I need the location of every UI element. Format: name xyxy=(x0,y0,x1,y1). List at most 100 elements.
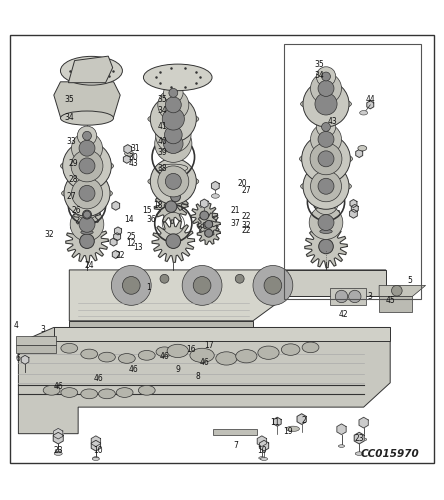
Circle shape xyxy=(71,132,103,164)
Text: 39: 39 xyxy=(157,148,167,157)
Polygon shape xyxy=(349,210,357,218)
Text: 20: 20 xyxy=(237,179,247,188)
Ellipse shape xyxy=(93,456,99,460)
Text: 10: 10 xyxy=(257,446,267,454)
Ellipse shape xyxy=(167,344,188,358)
Circle shape xyxy=(165,174,181,190)
Ellipse shape xyxy=(360,110,368,115)
Text: 30: 30 xyxy=(129,152,139,162)
Text: 7: 7 xyxy=(233,441,238,450)
Polygon shape xyxy=(66,220,108,262)
Ellipse shape xyxy=(143,64,212,90)
Ellipse shape xyxy=(54,452,62,456)
Ellipse shape xyxy=(358,146,367,151)
Circle shape xyxy=(310,171,341,202)
Text: 12: 12 xyxy=(127,239,136,248)
Text: 4: 4 xyxy=(14,320,19,330)
Ellipse shape xyxy=(236,350,257,363)
Text: 2: 2 xyxy=(301,416,306,425)
Polygon shape xyxy=(114,232,121,240)
Circle shape xyxy=(318,178,334,194)
Ellipse shape xyxy=(55,449,61,452)
Circle shape xyxy=(163,134,183,154)
Text: 46: 46 xyxy=(93,374,103,383)
Ellipse shape xyxy=(61,344,78,353)
Ellipse shape xyxy=(159,164,188,172)
Ellipse shape xyxy=(261,458,268,460)
Circle shape xyxy=(158,90,189,120)
Text: 11: 11 xyxy=(270,418,280,427)
Ellipse shape xyxy=(258,346,279,360)
Ellipse shape xyxy=(81,389,98,398)
Text: 9: 9 xyxy=(175,365,180,374)
Ellipse shape xyxy=(61,388,78,398)
Polygon shape xyxy=(200,199,208,208)
Text: 14: 14 xyxy=(124,214,134,224)
Text: 40: 40 xyxy=(157,137,167,146)
Text: 45: 45 xyxy=(385,296,395,306)
Polygon shape xyxy=(110,238,117,246)
Text: 24: 24 xyxy=(84,261,94,270)
Text: 46: 46 xyxy=(53,382,63,391)
Circle shape xyxy=(335,290,348,302)
Ellipse shape xyxy=(125,151,134,156)
Text: 23: 23 xyxy=(354,434,364,442)
Polygon shape xyxy=(152,220,194,262)
Circle shape xyxy=(165,97,181,113)
Circle shape xyxy=(321,208,330,217)
Circle shape xyxy=(63,142,111,190)
Ellipse shape xyxy=(99,389,115,398)
Circle shape xyxy=(200,211,209,220)
Polygon shape xyxy=(379,286,426,296)
Circle shape xyxy=(162,108,184,130)
Text: 34: 34 xyxy=(64,112,74,122)
Polygon shape xyxy=(54,428,63,439)
Circle shape xyxy=(319,239,333,254)
Polygon shape xyxy=(68,56,113,82)
Circle shape xyxy=(160,274,169,283)
Ellipse shape xyxy=(190,348,214,362)
Ellipse shape xyxy=(302,342,319,352)
Ellipse shape xyxy=(338,444,345,448)
Ellipse shape xyxy=(216,352,237,365)
Circle shape xyxy=(310,73,341,104)
Circle shape xyxy=(303,81,349,127)
Circle shape xyxy=(83,210,91,219)
Text: 10: 10 xyxy=(93,446,103,454)
Ellipse shape xyxy=(312,170,341,178)
Text: 8: 8 xyxy=(195,372,200,380)
Polygon shape xyxy=(330,288,366,306)
Text: 3: 3 xyxy=(40,325,45,334)
Polygon shape xyxy=(154,190,188,224)
Circle shape xyxy=(79,140,95,156)
Polygon shape xyxy=(53,432,63,444)
Text: 46: 46 xyxy=(159,352,169,360)
Circle shape xyxy=(151,96,196,142)
Circle shape xyxy=(155,125,192,162)
Polygon shape xyxy=(337,424,346,434)
Text: 27: 27 xyxy=(67,192,76,202)
Circle shape xyxy=(169,88,178,98)
Polygon shape xyxy=(112,202,119,210)
Polygon shape xyxy=(367,101,374,109)
Ellipse shape xyxy=(99,352,115,362)
Polygon shape xyxy=(74,202,100,228)
Ellipse shape xyxy=(320,230,332,234)
Text: 1: 1 xyxy=(147,283,151,292)
Circle shape xyxy=(182,266,222,306)
Ellipse shape xyxy=(361,438,367,441)
Text: 31: 31 xyxy=(131,144,140,152)
Text: 26: 26 xyxy=(71,206,81,214)
Text: 21: 21 xyxy=(230,206,240,214)
Circle shape xyxy=(165,201,177,212)
Circle shape xyxy=(70,208,104,241)
Ellipse shape xyxy=(301,98,352,110)
Ellipse shape xyxy=(43,386,60,395)
Ellipse shape xyxy=(301,180,352,192)
Text: 38: 38 xyxy=(158,164,167,172)
Ellipse shape xyxy=(139,350,155,360)
Polygon shape xyxy=(16,345,56,352)
Text: 37: 37 xyxy=(230,219,240,228)
Circle shape xyxy=(318,80,334,96)
Ellipse shape xyxy=(81,230,93,234)
